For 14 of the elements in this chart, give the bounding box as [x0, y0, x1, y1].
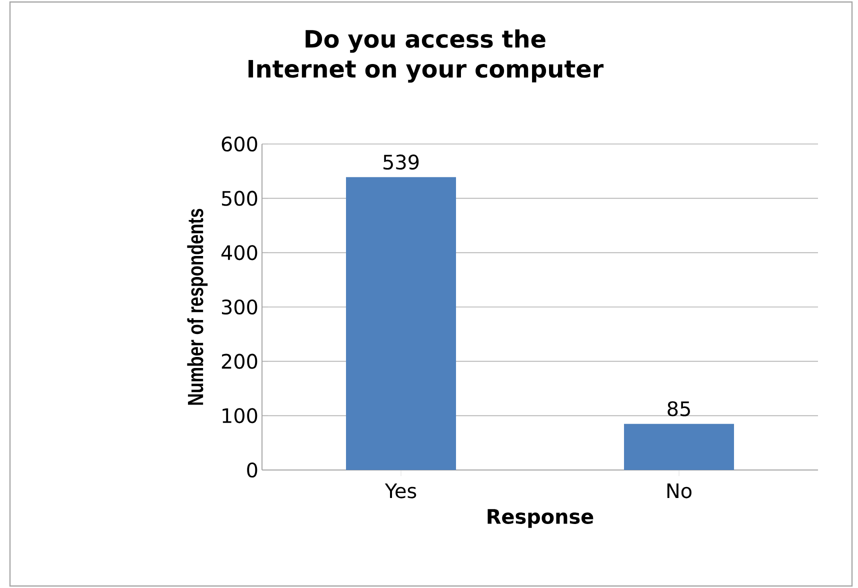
y-axis-title: Number of respondents: [187, 208, 208, 405]
y-tick-label: 500: [222, 190, 258, 206]
x-axis-title: Response: [488, 509, 594, 528]
x-tick-label: Yes: [384, 484, 416, 498]
y-tick-label: 300: [222, 299, 258, 315]
data-label: 85: [668, 401, 690, 416]
y-tick-label: 100: [222, 408, 258, 424]
chart-title: Do you access the Internet on your computer: [248, 29, 604, 83]
y-tick-label: 200: [222, 354, 258, 369]
y-tick-label: 0: [247, 462, 258, 478]
data-label: 539: [384, 154, 419, 170]
y-tick-label: 400: [221, 245, 258, 260]
y-tick-label: 600: [222, 136, 258, 152]
x-tick-label: No: [667, 484, 692, 498]
